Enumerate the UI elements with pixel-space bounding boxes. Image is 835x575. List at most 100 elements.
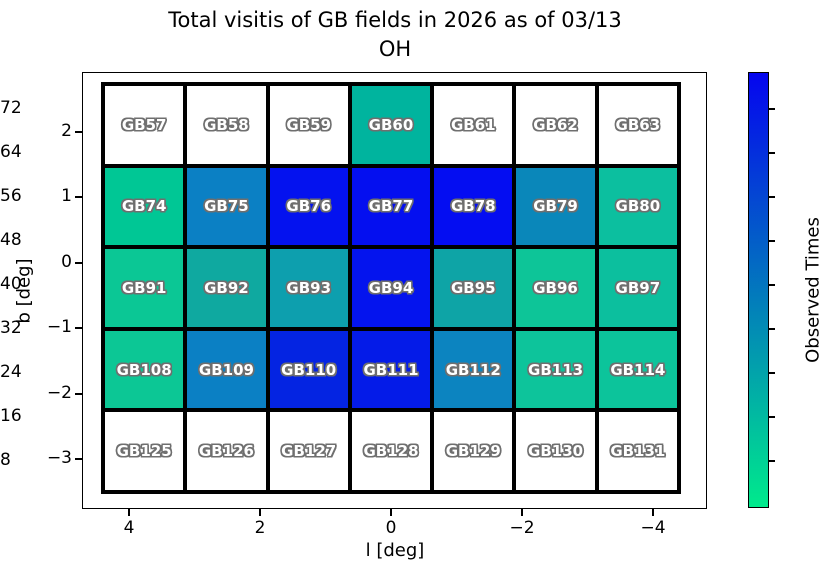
x-tick-label: 0 bbox=[385, 518, 397, 538]
field-cell-GB128: GB128 bbox=[349, 410, 433, 492]
field-cell-GB76: GB76 bbox=[267, 165, 350, 248]
colorbar-tick-label: 40 bbox=[0, 274, 22, 295]
colorbar-tickmark bbox=[769, 328, 775, 330]
colorbar-tickmark bbox=[769, 372, 775, 374]
field-cell-text: GB63 bbox=[615, 115, 661, 134]
x-tickmark bbox=[128, 509, 130, 516]
field-cell-GB59: GB59 bbox=[267, 84, 350, 166]
field-cell-GB127: GB127 bbox=[267, 410, 350, 492]
field-cell-text: GB113 bbox=[528, 360, 584, 379]
y-tick-label: −2 bbox=[46, 383, 72, 403]
field-cell-GB108: GB108 bbox=[103, 328, 186, 411]
y-tickmark bbox=[75, 196, 82, 198]
colorbar-tick-label: 48 bbox=[0, 230, 22, 250]
colorbar-tickmark bbox=[769, 196, 775, 198]
field-cell-GB78: GB78 bbox=[432, 165, 515, 248]
field-cell-text: GB109 bbox=[198, 360, 254, 379]
y-tickmark bbox=[75, 393, 82, 395]
field-cell-text: GB92 bbox=[204, 278, 249, 297]
colorbar-tickmark bbox=[769, 152, 775, 154]
y-tick-label: 0 bbox=[61, 252, 72, 272]
field-cell-GB80: GB80 bbox=[596, 165, 679, 248]
chart-title-line2: OH bbox=[378, 37, 412, 61]
field-cell-text: GB108 bbox=[116, 360, 172, 379]
field-cell-GB60: GB60 bbox=[349, 84, 433, 166]
x-tickmark bbox=[259, 509, 261, 516]
x-tickmark bbox=[652, 509, 654, 516]
field-cell-text: GB130 bbox=[528, 442, 584, 461]
x-tick-label: −4 bbox=[640, 518, 666, 538]
field-cell-GB114: GB114 bbox=[596, 328, 679, 411]
field-cell-text: GB62 bbox=[533, 115, 578, 134]
colorbar-tickmark bbox=[769, 460, 775, 462]
colorbar-tickmark bbox=[769, 284, 775, 286]
y-tickmark bbox=[75, 458, 82, 460]
colorbar-tick-label: 72 bbox=[0, 97, 22, 118]
chart-title-line1: Total visitis of GB fields in 2026 as of… bbox=[168, 8, 622, 32]
field-cell-GB95: GB95 bbox=[432, 247, 515, 329]
colorbar-tickmark bbox=[769, 240, 775, 242]
field-cell-GB61: GB61 bbox=[432, 84, 515, 166]
field-cell-GB97: GB97 bbox=[596, 247, 679, 329]
field-cell-text: GB97 bbox=[615, 278, 661, 297]
field-cell-GB126: GB126 bbox=[185, 410, 268, 492]
field-cell-text: GB74 bbox=[121, 197, 167, 216]
field-cell-text: GB58 bbox=[204, 115, 249, 134]
field-cell-text: GB112 bbox=[445, 360, 501, 379]
colorbar-tick-label: 56 bbox=[0, 185, 22, 206]
field-cell-GB96: GB96 bbox=[514, 247, 597, 329]
field-cell-text: GB61 bbox=[450, 115, 496, 134]
field-cell-GB93: GB93 bbox=[267, 247, 350, 329]
field-cell-text: GB131 bbox=[610, 442, 666, 461]
colorbar-label: Observed Times bbox=[802, 217, 824, 363]
chart-title: Total visitis of GB fields in 2026 as of… bbox=[0, 6, 790, 64]
y-tick-label: −1 bbox=[46, 317, 72, 337]
field-cell-GB74: GB74 bbox=[103, 165, 186, 248]
colorbar-tickmark bbox=[769, 416, 775, 418]
field-cell-text: GB59 bbox=[286, 115, 332, 134]
x-tick-label: 2 bbox=[254, 518, 266, 538]
field-cell-GB57: GB57 bbox=[103, 84, 186, 166]
colorbar-tick-label: 24 bbox=[0, 362, 22, 383]
colorbar-tick-label: 32 bbox=[0, 318, 22, 339]
field-cell-text: GB96 bbox=[533, 278, 578, 297]
y-tick-label: 1 bbox=[61, 186, 72, 206]
field-cell-text: GB125 bbox=[116, 442, 172, 461]
field-cell-GB63: GB63 bbox=[596, 84, 679, 166]
colorbar-tickmark bbox=[769, 108, 775, 110]
colorbar-tick-label: 16 bbox=[0, 406, 22, 427]
x-tickmark bbox=[390, 509, 392, 516]
field-cell-text: GB93 bbox=[286, 278, 332, 297]
field-cell-GB130: GB130 bbox=[514, 410, 597, 492]
field-cell-text: GB128 bbox=[363, 442, 419, 461]
field-cell-GB131: GB131 bbox=[596, 410, 679, 492]
field-cell-GB92: GB92 bbox=[185, 247, 268, 329]
colorbar-tick-label: 8 bbox=[0, 450, 11, 471]
x-axis-label: l [deg] bbox=[365, 540, 425, 561]
y-tickmark bbox=[75, 327, 82, 329]
field-cell-text: GB78 bbox=[450, 197, 496, 216]
field-cell-text: GB129 bbox=[445, 442, 501, 461]
y-tickmark bbox=[75, 262, 82, 264]
field-cell-GB111: GB111 bbox=[349, 328, 433, 411]
field-cell-GB113: GB113 bbox=[514, 328, 597, 411]
field-cell-text: GB110 bbox=[281, 360, 337, 379]
field-cell-GB79: GB79 bbox=[514, 165, 597, 248]
field-cell-GB129: GB129 bbox=[432, 410, 515, 492]
field-cell-GB125: GB125 bbox=[103, 410, 186, 492]
field-cell-text: GB126 bbox=[198, 442, 254, 461]
field-cell-text: GB114 bbox=[610, 360, 666, 379]
y-tick-label: 2 bbox=[61, 121, 72, 141]
field-cell-text: GB75 bbox=[204, 197, 249, 216]
field-cell-text: GB77 bbox=[368, 197, 414, 216]
field-cell-text: GB127 bbox=[281, 442, 337, 461]
colorbar bbox=[748, 72, 769, 508]
x-tick-label: 4 bbox=[123, 518, 135, 538]
field-cell-text: GB91 bbox=[121, 278, 167, 297]
field-cell-GB94: GB94 bbox=[349, 247, 433, 329]
field-cell-GB62: GB62 bbox=[514, 84, 597, 166]
field-cell-text: GB57 bbox=[121, 115, 167, 134]
field-cell-GB109: GB109 bbox=[185, 328, 268, 411]
colorbar-tick-label: 64 bbox=[0, 141, 22, 162]
